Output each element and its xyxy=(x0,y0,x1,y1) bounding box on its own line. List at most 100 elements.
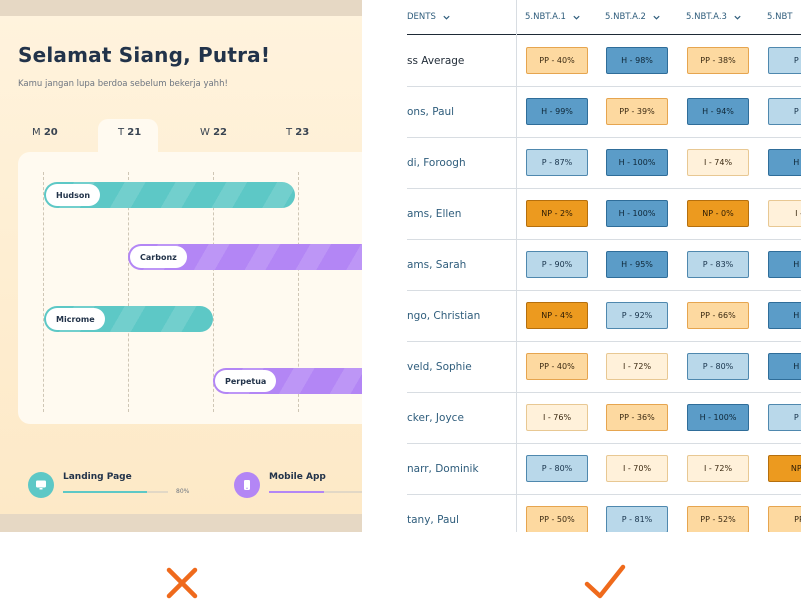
score-cell[interactable]: PP - 36% xyxy=(606,404,668,431)
score-cell[interactable]: PP - 50% xyxy=(526,506,588,532)
task-label: Microme xyxy=(46,308,105,330)
score-cell[interactable]: P - 90% xyxy=(526,251,588,278)
column-header-label: DENTS xyxy=(407,12,436,22)
student-name[interactable]: ams, Ellen xyxy=(407,207,462,220)
project-progress-fill xyxy=(269,491,324,493)
phone-icon xyxy=(234,472,260,498)
column-header-5nbta1[interactable]: 5.NBT.A.1 xyxy=(525,12,581,22)
column-divider xyxy=(516,0,517,532)
score-cell[interactable]: PP - 38% xyxy=(687,47,749,74)
score-cell[interactable]: I - 76% xyxy=(526,404,588,431)
day-tab-thu[interactable]: T 23 xyxy=(286,127,309,138)
day-tab-tue[interactable]: T 21 xyxy=(118,127,141,138)
score-cell[interactable]: NP - 4% xyxy=(526,302,588,329)
day-number: 23 xyxy=(295,127,310,138)
table-row: ons, Paul H - 99% PP - 39% H - 94% P - xyxy=(407,86,801,138)
project-title: Mobile App xyxy=(269,472,326,482)
table-row: ss Average PP - 40% H - 98% PP - 38% P - xyxy=(407,35,801,87)
task-bar-perpetua[interactable]: Perpetua xyxy=(213,368,362,394)
score-cell[interactable]: P - 80% xyxy=(526,455,588,482)
column-header-label: 5.NBT.A.1 xyxy=(525,12,566,22)
student-name[interactable]: veld, Sophie xyxy=(407,360,472,373)
score-cell[interactable]: H - xyxy=(768,302,801,329)
student-name[interactable]: cker, Joyce xyxy=(407,411,464,424)
score-cell[interactable]: H - 99% xyxy=(526,98,588,125)
score-cell[interactable]: H - 95% xyxy=(606,251,668,278)
day-number: 22 xyxy=(213,127,227,138)
day-letter: W xyxy=(200,127,210,138)
class-average-label: ss Average xyxy=(407,54,465,67)
score-cell[interactable]: H - 100% xyxy=(687,404,749,431)
student-name[interactable]: di, Foroogh xyxy=(407,156,466,169)
score-cell[interactable]: P - xyxy=(768,47,801,74)
project-progress-track xyxy=(63,491,168,493)
column-header-students[interactable]: DENTS xyxy=(407,12,451,22)
column-header-label: 5.NBT.A.3 xyxy=(686,12,727,22)
score-cell[interactable]: P - 87% xyxy=(526,149,588,176)
project-landing-page[interactable]: Landing Page xyxy=(28,472,168,498)
score-cell[interactable]: P - xyxy=(768,404,801,431)
score-cell[interactable]: P - 92% xyxy=(606,302,668,329)
score-cell[interactable]: I - xyxy=(768,200,801,227)
score-cell[interactable]: NP - 2% xyxy=(526,200,588,227)
day-letter: T xyxy=(286,127,293,138)
score-cell[interactable]: I - 70% xyxy=(606,455,668,482)
task-bar-hudson[interactable]: Hudson xyxy=(44,182,295,208)
project-progress-label: 80% xyxy=(176,488,190,495)
checkmark-icon xyxy=(584,564,626,599)
day-tab-wed[interactable]: W 22 xyxy=(200,127,227,138)
score-cell[interactable]: PP - 40% xyxy=(526,47,588,74)
standards-table-screenshot: DENTS 5.NBT.A.1 5.NBT.A.2 5.NBT.A.3 5.NB… xyxy=(407,0,801,532)
task-label: Carbonz xyxy=(130,246,187,268)
table-row: ams, Sarah P - 90% H - 95% P - 83% H - xyxy=(407,239,801,291)
task-bar-microme[interactable]: Microme xyxy=(44,306,213,332)
score-cell[interactable]: PP - 39% xyxy=(606,98,668,125)
student-name[interactable]: ons, Paul xyxy=(407,105,455,118)
column-header-label: 5.NBT.A.2 xyxy=(605,12,646,22)
score-cell[interactable]: PP - 52% xyxy=(687,506,749,532)
score-cell[interactable]: H - 100% xyxy=(606,149,668,176)
score-cell[interactable]: H - 98% xyxy=(606,47,668,74)
greeting-title: Selamat Siang, Putra! xyxy=(18,43,271,67)
score-cell[interactable]: H - xyxy=(768,149,801,176)
score-cell[interactable]: NP - 0% xyxy=(687,200,749,227)
score-cell[interactable]: PP - 66% xyxy=(687,302,749,329)
score-cell[interactable]: PP xyxy=(768,506,801,532)
score-cell[interactable]: P - xyxy=(768,98,801,125)
dashboard-background: Selamat Siang, Putra! Kamu jangan lupa b… xyxy=(0,16,362,514)
greeting-subtitle: Kamu jangan lupa berdoa sebelum bekerja … xyxy=(18,79,228,89)
score-cell[interactable]: I - 72% xyxy=(606,353,668,380)
timeline-gridline xyxy=(43,172,44,412)
student-name[interactable]: narr, Dominik xyxy=(407,462,479,475)
score-cell[interactable]: P - 80% xyxy=(687,353,749,380)
score-cell[interactable]: PP - 40% xyxy=(526,353,588,380)
student-name[interactable]: ngo, Christian xyxy=(407,309,481,322)
score-cell[interactable]: P - 81% xyxy=(606,506,668,532)
score-cell[interactable]: I - 74% xyxy=(687,149,749,176)
day-tab-mon[interactable]: M 20 xyxy=(32,127,58,138)
column-header-5nbta3[interactable]: 5.NBT.A.3 xyxy=(686,12,742,22)
score-cell[interactable]: H - xyxy=(768,251,801,278)
column-header-5nbta2[interactable]: 5.NBT.A.2 xyxy=(605,12,661,22)
score-cell[interactable]: I - 72% xyxy=(687,455,749,482)
timeline-card: Hudson Carbonz Microme Perpetua xyxy=(18,152,362,424)
student-name[interactable]: tany, Paul xyxy=(407,513,459,526)
chevron-down-icon xyxy=(734,15,741,20)
student-name[interactable]: ams, Sarah xyxy=(407,258,467,271)
cross-icon xyxy=(166,567,198,599)
table-header: DENTS 5.NBT.A.1 5.NBT.A.2 5.NBT.A.3 5.NB… xyxy=(407,0,801,35)
score-cell[interactable]: P - 83% xyxy=(687,251,749,278)
column-header-5nbt[interactable]: 5.NBT xyxy=(767,12,793,22)
score-cell[interactable]: H - xyxy=(768,353,801,380)
score-cell[interactable]: H - 100% xyxy=(606,200,668,227)
chevron-down-icon xyxy=(443,15,450,20)
timeline-gridline xyxy=(213,172,214,412)
task-bar-carbonz[interactable]: Carbonz xyxy=(128,244,362,270)
table-row: narr, Dominik P - 80% I - 70% I - 72% NP - xyxy=(407,443,801,495)
score-cell[interactable]: NP - xyxy=(768,455,801,482)
project-progress-track xyxy=(269,491,362,493)
day-number: 21 xyxy=(127,127,142,138)
project-mobile-app[interactable]: Mobile App xyxy=(234,472,362,498)
score-cell[interactable]: H - 94% xyxy=(687,98,749,125)
table-row: ams, Ellen NP - 2% H - 100% NP - 0% I - xyxy=(407,188,801,240)
